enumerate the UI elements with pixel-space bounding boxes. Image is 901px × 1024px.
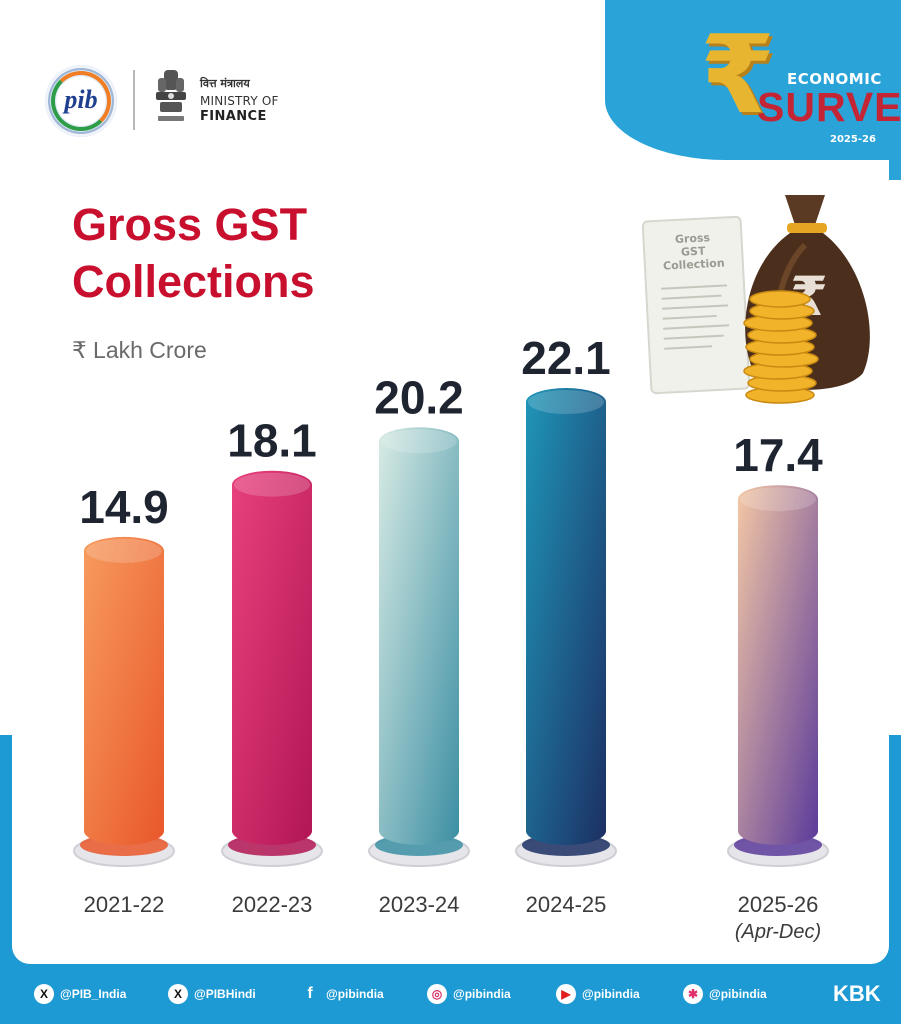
- bar-cap-2024-25: [528, 390, 604, 414]
- value-label-2024-25: 22.1: [521, 332, 611, 384]
- national-emblem-icon: [156, 70, 186, 121]
- koo-icon: ✱: [683, 984, 703, 1004]
- logo-divider: [133, 70, 135, 130]
- category-label-2022-23: 2022-23: [232, 892, 313, 917]
- social-handle[interactable]: X @PIB_India: [34, 984, 126, 1004]
- social-handle[interactable]: ✱ @pibindia: [683, 984, 767, 1004]
- value-label-2021-22: 14.9: [79, 481, 169, 533]
- value-label-2023-24: 20.2: [374, 371, 464, 423]
- footer-tag: KBK: [833, 981, 881, 1006]
- bar-2022-23: [232, 470, 312, 845]
- badge-year: 2025-26: [830, 134, 876, 145]
- ministry-hindi-text: वित्त मंत्रालय: [200, 77, 250, 90]
- pib-logo: pib: [45, 65, 117, 137]
- social-handle[interactable]: f @pibindia: [300, 984, 384, 1004]
- coin-stack-icon: [743, 290, 819, 404]
- bar-cap-2021-22: [86, 538, 162, 563]
- category-label-2025-26: 2025-26: [738, 892, 819, 917]
- badge-panel: [605, 0, 901, 160]
- bar-cap-2022-23: [234, 472, 310, 497]
- ministry-of-text: MINISTRY OF: [200, 94, 279, 108]
- social-handle-text: @pibindia: [453, 987, 511, 1001]
- category-note-2025-26: (Apr-Dec): [735, 921, 821, 943]
- facebook-icon: f: [307, 985, 313, 1002]
- bar-2024-25: [526, 388, 606, 845]
- bar-cap-2023-24: [381, 429, 457, 454]
- x-icon: X: [168, 984, 188, 1004]
- social-handle-text: @pibindia: [709, 987, 767, 1001]
- rupee-icon: ₹: [700, 13, 776, 138]
- value-label-2025-26: 17.4: [733, 429, 823, 481]
- social-handle[interactable]: X @PIBHindi: [168, 984, 256, 1004]
- value-label-2022-23: 18.1: [227, 415, 317, 467]
- social-handle-text: @pibindia: [582, 987, 640, 1001]
- badge-survey: SURVEY: [757, 84, 901, 130]
- bar-cap-2025-26: [740, 487, 816, 512]
- x-icon: X: [34, 984, 54, 1004]
- social-handle[interactable]: ▶ @pibindia: [556, 984, 640, 1004]
- social-handle-text: @PIBHindi: [194, 987, 256, 1001]
- category-label-2024-25: 2024-25: [526, 892, 607, 917]
- chart-title: Gross GST Collections: [72, 199, 315, 307]
- youtube-icon: ▶: [556, 984, 576, 1004]
- badge-economic: ECONOMIC: [787, 70, 882, 88]
- category-label-2021-22: 2021-22: [84, 892, 165, 917]
- bar-2023-24: [379, 427, 459, 845]
- chart-unit-label: ₹ Lakh Crore: [72, 337, 207, 363]
- ministry-finance-text: FINANCE: [200, 109, 267, 124]
- category-label-2023-24: 2023-24: [379, 892, 460, 917]
- social-handle-text: @pibindia: [326, 987, 384, 1001]
- bar-2021-22: [84, 536, 164, 845]
- bar-2025-26: [738, 485, 818, 845]
- instagram-icon: ◎: [427, 984, 447, 1004]
- social-handle[interactable]: ◎ @pibindia: [427, 984, 511, 1004]
- social-handle-text: @PIB_India: [60, 987, 127, 1001]
